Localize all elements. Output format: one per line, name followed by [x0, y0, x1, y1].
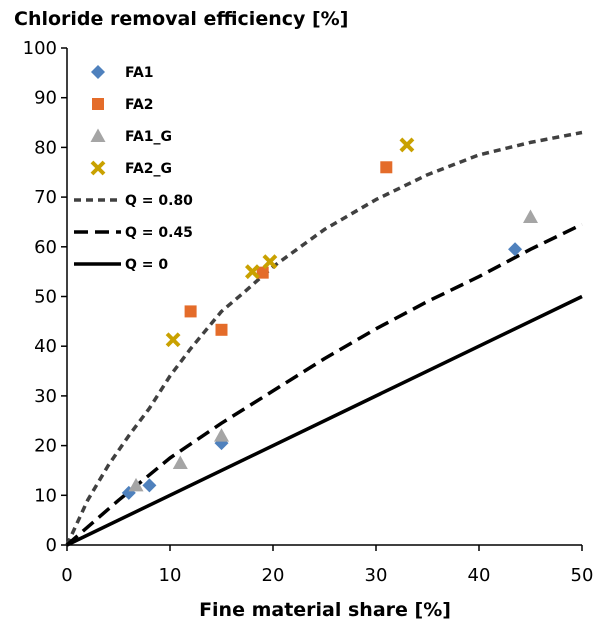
y-tick-label: 100	[23, 38, 57, 59]
y-tick-label: 60	[34, 237, 57, 258]
data-point	[399, 137, 415, 153]
curve-line	[66, 294, 583, 547]
data-point-stroke	[262, 254, 278, 270]
plot-area: 0 10 20 30 40 50 60 70 80 90 100 0 10 20 30 40 50	[23, 38, 594, 586]
data-point-stroke	[244, 264, 260, 280]
x-tick-label: 0	[61, 565, 72, 586]
y-tick-label: 0	[46, 535, 57, 556]
y-tick-label: 90	[34, 88, 57, 109]
curve-line	[65, 222, 583, 547]
data-point-stroke	[165, 332, 181, 348]
x-tick-label: 50	[571, 565, 594, 586]
legend: FA1 FA2 FA1_G FA2_G Q = 0.80 Q = 0.45 Q = 0	[74, 65, 193, 273]
legend-label: Q = 0.80	[125, 193, 193, 209]
data-point	[172, 455, 188, 469]
data-point	[128, 477, 144, 492]
y-tick-label: 70	[34, 187, 57, 208]
data-point	[380, 161, 393, 174]
y-tick-label: 50	[34, 287, 57, 308]
legend-label: Q = 0.45	[125, 225, 193, 241]
y-tick-label: 20	[34, 436, 57, 457]
x-axis-title: Fine material share [%]	[199, 599, 451, 621]
x-tick-label: 30	[365, 565, 388, 586]
x-tick-label: 10	[159, 565, 182, 586]
legend-marker	[92, 98, 104, 110]
data-point	[508, 242, 523, 257]
legend-label: Q = 0	[125, 257, 168, 273]
x-tick-label: 20	[262, 565, 285, 586]
data-point	[215, 323, 228, 336]
data-point	[184, 305, 197, 318]
legend-marker-stroke	[90, 160, 106, 176]
legend-label: FA2	[125, 97, 154, 113]
curve-line	[65, 130, 583, 546]
y-tick-label: 80	[34, 137, 57, 158]
data-point	[262, 254, 278, 270]
legend-label: FA2_G	[125, 161, 172, 177]
data-point	[142, 478, 157, 493]
y-tick-label: 30	[34, 386, 57, 407]
y-tick-label: 40	[34, 336, 57, 357]
data-point	[165, 332, 181, 348]
data-point	[214, 428, 229, 442]
x-tick-label: 40	[468, 565, 491, 586]
legend-marker	[90, 160, 106, 176]
legend-marker	[90, 128, 106, 142]
data-point	[244, 264, 260, 280]
legend-label: FA1	[125, 65, 154, 81]
legend-marker	[91, 65, 105, 79]
data-point-stroke	[399, 137, 415, 153]
y-tick-label: 10	[34, 485, 57, 506]
legend-label: FA1_G	[125, 129, 172, 145]
y-axis-title: Chloride removal efficiency [%]	[14, 8, 348, 30]
data-point	[256, 266, 269, 279]
data-point	[523, 209, 538, 223]
